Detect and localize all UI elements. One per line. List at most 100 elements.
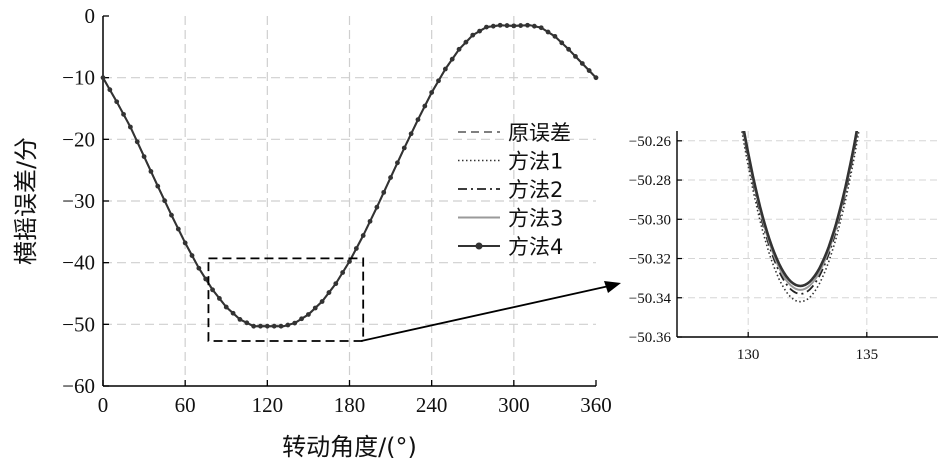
data-point (538, 25, 544, 31)
data-point (552, 33, 558, 39)
x-tick-label: 300 (498, 393, 530, 417)
data-point (271, 323, 277, 329)
data-point (573, 53, 578, 59)
data-point (210, 287, 215, 293)
data-point (347, 259, 352, 264)
data-point (107, 87, 113, 93)
data-point (319, 299, 325, 304)
data-point (182, 240, 188, 246)
data-point (169, 212, 174, 218)
y-axis-label: 横摇误差/分 (12, 137, 40, 265)
data-point (278, 323, 284, 329)
data-point (490, 23, 496, 29)
data-point (381, 189, 387, 195)
data-point (121, 111, 126, 117)
data-point (258, 323, 263, 329)
inset-y-tick-label: −50.28 (629, 173, 671, 189)
x-axis-label: 转动角度/(°) (282, 433, 417, 461)
legend-label-4: 方法3 (508, 207, 563, 231)
data-point (333, 281, 339, 287)
inset-curves (741, 131, 860, 303)
inset-y-tick-label: −50.30 (629, 212, 671, 228)
data-point (422, 103, 428, 109)
legend-label-2: 方法1 (508, 150, 563, 174)
data-point (155, 183, 161, 189)
x-tick-label: 240 (416, 393, 448, 417)
zoom-annotations (360, 281, 621, 342)
x-tick-label: 180 (334, 393, 366, 417)
data-point (579, 61, 585, 66)
data-point (223, 304, 229, 310)
inset-series-line-3 (742, 131, 859, 295)
data-point (264, 323, 270, 329)
data-point (504, 23, 510, 28)
data-point (395, 160, 400, 166)
data-point (353, 246, 359, 251)
legend-label-5: 方法4 (508, 235, 563, 259)
data-point (292, 320, 298, 326)
data-point (141, 154, 147, 160)
y-tick-label: −50 (62, 312, 95, 336)
data-point (196, 265, 202, 271)
data-point (127, 124, 133, 130)
data-point (436, 78, 441, 84)
data-point (251, 323, 257, 329)
data-point (100, 75, 106, 81)
data-point (497, 22, 503, 28)
data-point (203, 276, 209, 282)
inset-x-tick-label: 135 (856, 347, 879, 363)
data-point (114, 99, 120, 105)
data-point (442, 66, 448, 72)
x-tick-label: 120 (252, 393, 284, 417)
data-point (285, 322, 291, 328)
data-point (531, 23, 537, 29)
data-point (388, 175, 393, 180)
data-point (408, 131, 414, 137)
data-point (189, 253, 195, 258)
inset-y-tick-label: −50.36 (629, 330, 672, 346)
data-point (367, 218, 373, 224)
y-tick-label: −60 (62, 374, 95, 398)
inset-grid (677, 131, 938, 338)
grid (103, 16, 596, 386)
data-point (463, 39, 469, 45)
data-point (545, 29, 551, 35)
data-point (312, 305, 318, 311)
y-tick-label: −40 (62, 251, 95, 275)
data-point (162, 198, 168, 204)
data-point (586, 68, 592, 73)
data-point (477, 28, 482, 34)
data-point (518, 23, 524, 28)
data-point (374, 204, 380, 210)
inset-y-tick-label: −50.26 (629, 134, 672, 150)
legend-marker (475, 242, 483, 250)
series-4-markers (100, 22, 599, 329)
data-point (306, 312, 311, 317)
inset-series-line-1 (743, 131, 858, 287)
zoom-arrow-head (604, 281, 621, 293)
inset-x-tick-label: 130 (737, 347, 760, 363)
data-point (429, 90, 435, 95)
x-tick-label: 0 (98, 393, 109, 417)
zoom-arrow-line (360, 285, 610, 342)
data-point (525, 22, 530, 28)
x-tick-label: 360 (580, 393, 612, 417)
data-point (326, 290, 332, 295)
data-point (470, 32, 476, 38)
x-tick-label: 60 (175, 393, 196, 417)
data-point (449, 56, 455, 62)
legend-label-1: 原误差 (508, 121, 571, 145)
zoom-box (207, 257, 365, 342)
main-chart: 0 60 120 180 240 300 360 0 −10 −20 −30 −40 −50 −60 转动角… (12, 4, 612, 461)
data-point (484, 24, 489, 30)
y-tick-label: −20 (62, 127, 95, 151)
data-point (230, 310, 236, 316)
data-point (566, 46, 572, 52)
inset-y-tick-label: −50.32 (629, 252, 671, 268)
data-point (593, 75, 599, 81)
data-point (175, 226, 181, 232)
data-point (559, 40, 565, 46)
data-point (237, 317, 243, 322)
inset-series-line-2 (741, 131, 860, 303)
